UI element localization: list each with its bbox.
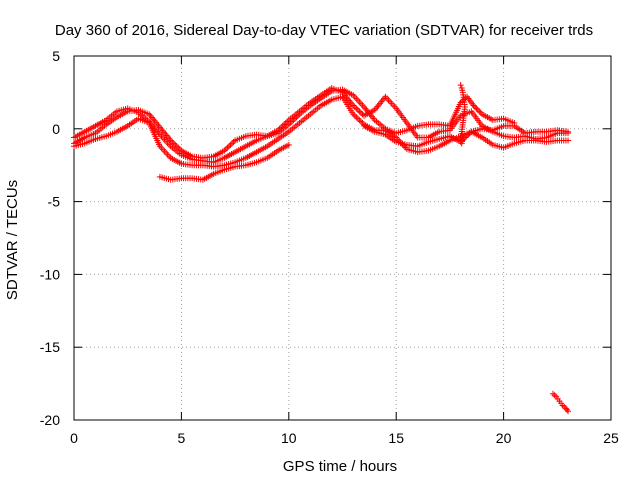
series-track-g — [550, 390, 572, 415]
data-point — [285, 141, 292, 148]
data-point — [473, 105, 480, 112]
data-point — [471, 103, 478, 110]
y-tick-label: 0 — [52, 121, 60, 137]
data-point — [563, 406, 570, 413]
y-tick-label: 5 — [52, 48, 60, 64]
data-point — [565, 128, 572, 135]
data-point — [476, 108, 483, 115]
data-point — [470, 102, 477, 109]
chart-title: Day 360 of 2016, Sidereal Day-to-day VTE… — [55, 22, 593, 39]
data-point — [457, 82, 464, 89]
y-tick-label: -5 — [48, 194, 61, 210]
data-point — [565, 408, 572, 415]
x-tick-label: 5 — [178, 430, 186, 446]
data-point — [477, 109, 484, 116]
x-tick-label: 0 — [70, 430, 78, 446]
plot-frame — [73, 55, 612, 421]
series-track-b — [71, 85, 572, 166]
x-tick-label: 15 — [388, 430, 404, 446]
data-point — [474, 106, 481, 113]
x-tick-label: 10 — [281, 430, 297, 446]
y-axis-label: SDTVAR / TECUs — [4, 180, 21, 300]
data-point — [459, 134, 466, 141]
x-tick-label: 25 — [603, 430, 619, 446]
x-tick-label: 20 — [496, 430, 512, 446]
series-track-e — [360, 122, 572, 150]
series-track-d — [156, 141, 292, 183]
y-tick-label: -20 — [40, 412, 60, 428]
data-points — [71, 82, 572, 415]
plot-border — [73, 55, 612, 421]
data-point — [565, 137, 572, 144]
series-track-f — [457, 82, 468, 147]
y-tick-label: -15 — [40, 339, 60, 355]
axis-ticks: 0 5 10 15 20 25 -20 -15 -10 -5 0 5 — [40, 48, 619, 446]
y-tick-label: -10 — [40, 266, 60, 282]
x-axis-label: GPS time / hours — [283, 458, 397, 475]
